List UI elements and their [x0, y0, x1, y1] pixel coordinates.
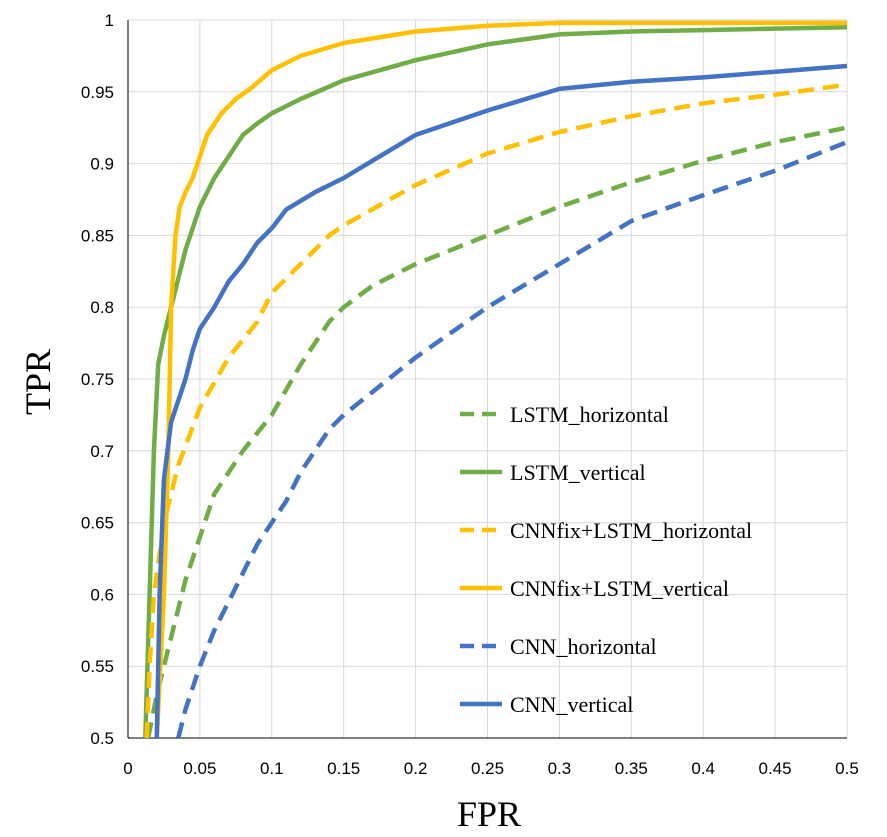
x-tick-label: 0.25 — [471, 759, 504, 778]
y-tick-label: 0.55 — [81, 657, 114, 676]
series-lines — [143, 20, 847, 738]
legend-label: CNN_vertical — [510, 692, 633, 717]
x-tick-label: 0.05 — [183, 759, 216, 778]
y-tick-label: 0.75 — [81, 370, 114, 389]
y-tick-label: 0.7 — [90, 442, 114, 461]
y-tick-label: 0.85 — [81, 226, 114, 245]
x-tick-label: 0.3 — [548, 759, 572, 778]
x-tick-label: 0.2 — [404, 759, 428, 778]
y-tick-label: 0.65 — [81, 514, 114, 533]
series-line-cnnfix-lstm-horizontal — [144, 82, 847, 738]
grid — [128, 19, 848, 738]
legend: LSTM_horizontal LSTM_vertical CNNfix+LSTM_… — [460, 402, 752, 717]
legend-label: CNNfix+LSTM_horizontal — [510, 518, 752, 543]
y-axis-title: TPR — [18, 349, 58, 415]
legend-label: LSTM_vertical — [510, 460, 646, 485]
y-tick-label: 1 — [105, 11, 114, 30]
y-tick-label: 0.8 — [90, 298, 114, 317]
x-tick-label: 0.4 — [691, 759, 715, 778]
y-tick-label: 0.5 — [90, 729, 114, 748]
tick-labels: 0 0.05 0.1 0.15 0.2 0.25 0.3 0.35 0.4 0.45 0.5 0.5 0… — [81, 11, 859, 778]
series-line-cnnfix-lstm-vertical — [154, 20, 847, 738]
axes — [127, 20, 847, 739]
series-line-lstm-vertical — [143, 24, 847, 738]
series-line-cnn-horizontal — [176, 140, 847, 738]
y-tick-label: 0.6 — [90, 585, 114, 604]
x-tick-label: 0 — [123, 759, 132, 778]
x-tick-label: 0.15 — [327, 759, 360, 778]
x-tick-label: 0.45 — [759, 759, 792, 778]
x-tick-label: 0.35 — [615, 759, 648, 778]
legend-label: LSTM_horizontal — [510, 402, 669, 427]
series-line-lstm-horizontal — [145, 125, 847, 738]
y-tick-label: 0.9 — [90, 155, 114, 174]
y-tick-label: 0.95 — [81, 83, 114, 102]
x-tick-label: 0.5 — [835, 759, 859, 778]
series-line-cnn-vertical — [154, 63, 847, 738]
x-tick-label: 0.1 — [260, 759, 284, 778]
x-axis-title: FPR — [457, 794, 521, 834]
legend-label: CNNfix+LSTM_vertical — [510, 576, 729, 601]
legend-label: CNN_horizontal — [510, 634, 657, 659]
